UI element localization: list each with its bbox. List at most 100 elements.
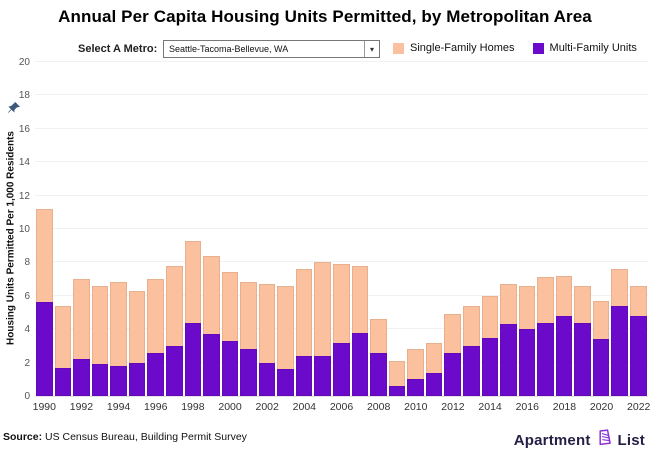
- bar-1996-multi-family[interactable]: [147, 352, 164, 396]
- bar-2008-single-family[interactable]: [370, 319, 387, 353]
- bar-2009-single-family[interactable]: [388, 360, 406, 386]
- bar-2004[interactable]: [295, 63, 314, 396]
- bar-2009[interactable]: [388, 63, 407, 396]
- bar-2021-multi-family[interactable]: [611, 305, 628, 396]
- bar-2002[interactable]: [258, 63, 277, 396]
- bar-2005[interactable]: [313, 63, 332, 396]
- bar-1997[interactable]: [165, 63, 184, 396]
- bar-2008[interactable]: [369, 63, 388, 396]
- bar-2003-multi-family[interactable]: [277, 369, 294, 396]
- bar-2011-multi-family[interactable]: [425, 372, 443, 396]
- bar-1995[interactable]: [128, 63, 147, 396]
- bar-2022-multi-family[interactable]: [630, 315, 647, 396]
- bar-1998-single-family[interactable]: [184, 240, 202, 323]
- bar-2001[interactable]: [239, 63, 258, 396]
- bar-2006[interactable]: [332, 63, 351, 396]
- bar-2013-single-family[interactable]: [462, 305, 480, 346]
- bar-1994-multi-family[interactable]: [110, 365, 127, 396]
- bar-2001-multi-family[interactable]: [240, 349, 257, 396]
- bar-2018-multi-family[interactable]: [555, 315, 573, 396]
- bar-1993-single-family[interactable]: [91, 285, 109, 365]
- bar-2008-multi-family[interactable]: [370, 352, 387, 396]
- bar-2017-single-family[interactable]: [537, 277, 554, 323]
- bar-1993[interactable]: [91, 63, 110, 396]
- bar-1993-multi-family[interactable]: [91, 364, 109, 396]
- bar-2016-multi-family[interactable]: [518, 329, 536, 396]
- bar-1994[interactable]: [109, 63, 128, 396]
- bar-2014-multi-family[interactable]: [481, 337, 499, 396]
- bar-1990-multi-family[interactable]: [36, 302, 53, 396]
- bar-2011-single-family[interactable]: [425, 342, 443, 373]
- bar-2019-single-family[interactable]: [574, 285, 591, 323]
- bar-1999[interactable]: [202, 63, 221, 396]
- bar-2000-multi-family[interactable]: [221, 340, 239, 396]
- bar-2007[interactable]: [351, 63, 370, 396]
- bar-2003[interactable]: [276, 63, 295, 396]
- metro-select[interactable]: Seattle-Tacoma-Bellevue, WA ▾: [163, 40, 380, 58]
- bar-1998[interactable]: [184, 63, 203, 396]
- bar-2006-single-family[interactable]: [333, 264, 350, 343]
- bar-2020-multi-family[interactable]: [592, 339, 610, 396]
- bar-2017[interactable]: [536, 63, 555, 396]
- bar-2003-single-family[interactable]: [277, 285, 294, 370]
- bar-1990[interactable]: [35, 63, 54, 396]
- bar-1997-single-family[interactable]: [165, 265, 183, 346]
- bar-2009-multi-family[interactable]: [388, 385, 406, 396]
- bar-2010-multi-family[interactable]: [407, 379, 424, 396]
- bar-2002-single-family[interactable]: [258, 284, 276, 363]
- bar-2004-multi-family[interactable]: [295, 355, 313, 396]
- bar-2019-multi-family[interactable]: [574, 322, 591, 396]
- bar-2004-single-family[interactable]: [295, 269, 313, 356]
- bar-2015[interactable]: [499, 63, 518, 396]
- bar-2010-single-family[interactable]: [407, 349, 424, 380]
- bar-2005-single-family[interactable]: [314, 262, 331, 356]
- bar-2022[interactable]: [629, 63, 648, 396]
- bar-2011[interactable]: [425, 63, 444, 396]
- bar-2007-single-family[interactable]: [351, 265, 369, 333]
- bar-2016-single-family[interactable]: [518, 285, 536, 330]
- bar-1999-multi-family[interactable]: [203, 334, 220, 396]
- bar-2005-multi-family[interactable]: [314, 355, 331, 396]
- bar-2014[interactable]: [481, 63, 500, 396]
- bar-1996[interactable]: [146, 63, 165, 396]
- bar-2012-multi-family[interactable]: [444, 352, 461, 396]
- bar-2021-single-family[interactable]: [611, 269, 628, 306]
- bar-1994-single-family[interactable]: [110, 282, 127, 366]
- bar-1990-single-family[interactable]: [36, 208, 53, 303]
- bar-2019[interactable]: [573, 63, 592, 396]
- bar-2020[interactable]: [592, 63, 611, 396]
- bar-2020-single-family[interactable]: [592, 300, 610, 340]
- bar-1998-multi-family[interactable]: [184, 322, 202, 396]
- bar-1995-multi-family[interactable]: [128, 362, 146, 396]
- bar-1992-single-family[interactable]: [73, 279, 90, 360]
- bar-2022-single-family[interactable]: [630, 285, 647, 316]
- bar-2013-multi-family[interactable]: [462, 345, 480, 396]
- bar-2000[interactable]: [221, 63, 240, 396]
- pin-icon[interactable]: [7, 101, 21, 115]
- bar-1991-multi-family[interactable]: [54, 367, 72, 396]
- bar-2017-multi-family[interactable]: [537, 322, 554, 396]
- bar-2013[interactable]: [462, 63, 481, 396]
- bar-2016[interactable]: [518, 63, 537, 396]
- bar-2018-single-family[interactable]: [555, 275, 573, 316]
- bar-2015-multi-family[interactable]: [500, 324, 517, 396]
- bar-2006-multi-family[interactable]: [333, 342, 350, 396]
- bar-1992[interactable]: [72, 63, 91, 396]
- bar-2015-single-family[interactable]: [500, 284, 517, 325]
- bar-2000-single-family[interactable]: [221, 272, 239, 341]
- bar-2012[interactable]: [443, 63, 462, 396]
- bar-1992-multi-family[interactable]: [73, 359, 90, 396]
- bar-1991[interactable]: [54, 63, 73, 396]
- bar-2018[interactable]: [555, 63, 574, 396]
- bar-1991-single-family[interactable]: [54, 305, 72, 368]
- bar-2021[interactable]: [610, 63, 629, 396]
- bar-2014-single-family[interactable]: [481, 295, 499, 338]
- bar-1995-single-family[interactable]: [128, 290, 146, 363]
- bar-2010[interactable]: [406, 63, 425, 396]
- bar-2012-single-family[interactable]: [444, 314, 461, 353]
- bar-1999-single-family[interactable]: [203, 255, 220, 335]
- bar-1996-single-family[interactable]: [147, 279, 164, 353]
- bar-2007-multi-family[interactable]: [351, 332, 369, 396]
- bar-1997-multi-family[interactable]: [165, 345, 183, 396]
- bar-2002-multi-family[interactable]: [258, 362, 276, 396]
